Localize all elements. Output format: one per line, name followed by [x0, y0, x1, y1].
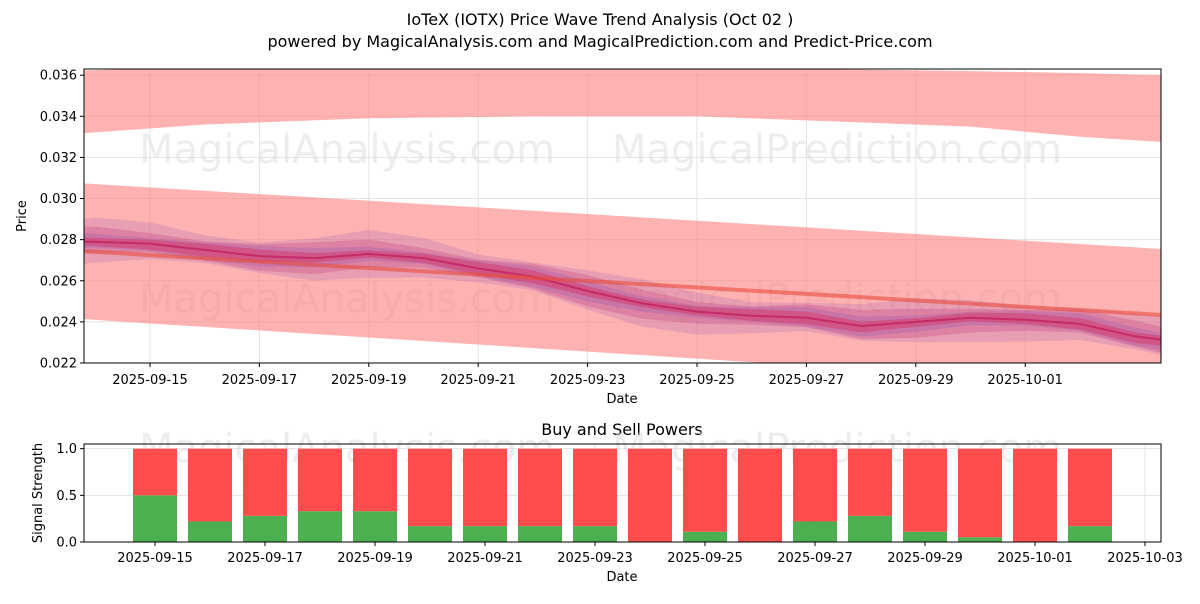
signal-x-tick-label: 2025-09-15 [117, 551, 193, 566]
price-y-label: Price [15, 200, 30, 232]
sell-bar [1013, 449, 1057, 542]
sell-bar [353, 449, 397, 512]
signal-x-tick-label: 2025-10-01 [997, 551, 1073, 566]
signal-x-tick-label: 2025-09-21 [447, 551, 523, 566]
signal-panel: Buy and Sell Powers MagicalAnalysis.com … [31, 420, 1183, 585]
price-y-tick-label: 0.022 [40, 357, 77, 372]
price-x-tick-label: 2025-10-01 [987, 373, 1063, 388]
sell-bar [188, 449, 232, 522]
signal-x-tick-label: 2025-10-03 [1107, 551, 1183, 566]
price-x-tick-label: 2025-09-23 [550, 373, 626, 388]
signal-y-tick-label: 0.5 [56, 489, 77, 504]
price-x-tick-label: 2025-09-25 [659, 373, 735, 388]
buy-bar [1068, 526, 1112, 542]
buy-bar [353, 511, 397, 542]
sell-bar [738, 449, 782, 542]
chart-title: IoTeX (IOTX) Price Wave Trend Analysis (… [407, 10, 794, 29]
price-x-label: Date [606, 392, 637, 407]
price-x-tick-label: 2025-09-19 [331, 373, 407, 388]
price-y-tick-label: 0.030 [40, 192, 77, 207]
buy-bar [463, 526, 507, 542]
sell-bar [408, 449, 452, 526]
sell-bar [243, 449, 287, 516]
buy-bar [518, 526, 562, 542]
sell-bar [903, 449, 947, 532]
sell-bar [793, 449, 837, 522]
price-x-ticks: 2025-09-15 2025-09-17 2025-09-19 2025-09-21… [112, 363, 1063, 388]
buy-bar [133, 495, 177, 542]
price-series [62, 65, 1200, 394]
price-y-tick-label: 0.036 [40, 69, 77, 84]
price-y-tick-label: 0.034 [40, 110, 77, 125]
price-y-tick-label: 0.024 [40, 315, 77, 330]
sell-bar [518, 449, 562, 526]
price-y-tick-label: 0.028 [40, 233, 77, 248]
signal-x-tick-label: 2025-09-19 [337, 551, 413, 566]
buy-bar [903, 532, 947, 542]
sell-bar [958, 449, 1002, 538]
buy-bar [408, 526, 452, 542]
buy-bar [848, 516, 892, 542]
price-x-tick-label: 2025-09-27 [769, 373, 845, 388]
sell-bar [683, 449, 727, 532]
buy-bar [958, 537, 1002, 542]
signal-y-ticks: 0.0 0.5 1.0 [56, 442, 84, 550]
price-x-tick-label: 2025-09-15 [112, 373, 188, 388]
signal-y-label: Signal Strength [31, 443, 46, 543]
price-y-tick-label: 0.032 [40, 151, 77, 166]
sell-bar [573, 449, 617, 526]
buy-bar [243, 516, 287, 542]
price-x-tick-label: 2025-09-29 [878, 373, 954, 388]
watermark-analysis-top: MagicalAnalysis.com [139, 127, 555, 173]
price-y-tick-label: 0.026 [40, 274, 77, 289]
buy-bar [793, 521, 837, 542]
watermark-prediction-top: MagicalPrediction.com [612, 127, 1062, 173]
price-x-tick-label: 2025-09-17 [222, 373, 298, 388]
signal-x-tick-label: 2025-09-17 [227, 551, 303, 566]
chart-subtitle: powered by MagicalAnalysis.com and Magic… [267, 32, 932, 51]
signal-x-tick-label: 2025-09-29 [887, 551, 963, 566]
signal-x-label: Date [606, 570, 637, 585]
signal-y-tick-label: 1.0 [56, 442, 77, 457]
sell-bar [463, 449, 507, 526]
price-y-ticks: 0.022 0.024 0.026 0.028 0.030 0.032 0.034 0.036 [40, 69, 84, 372]
price-x-tick-label: 2025-09-21 [440, 373, 516, 388]
buy-bar [683, 532, 727, 542]
sell-bar [848, 449, 892, 516]
buy-bar [188, 521, 232, 542]
signal-y-tick-label: 0.0 [56, 536, 77, 551]
signal-x-tick-label: 2025-09-23 [557, 551, 633, 566]
buy-bar [573, 526, 617, 542]
sell-bar [628, 449, 672, 542]
signal-x-tick-label: 2025-09-27 [777, 551, 853, 566]
signal-x-tick-label: 2025-09-25 [667, 551, 743, 566]
sell-bar [133, 449, 177, 496]
sell-bar [1068, 449, 1112, 526]
price-panel: MagicalAnalysis.com MagicalPrediction.co… [15, 65, 1200, 407]
sell-bar [298, 449, 342, 512]
buy-bar [298, 511, 342, 542]
signal-x-ticks: 2025-09-15 2025-09-17 2025-09-19 2025-09-21… [117, 542, 1183, 566]
